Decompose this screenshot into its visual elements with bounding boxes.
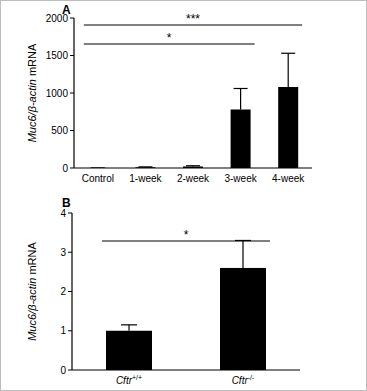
figure: AMuc6/β-actin mRNA0500100015002000Contro… (0, 0, 367, 391)
x-axis (74, 167, 312, 168)
y-tick (68, 252, 72, 253)
x-tick-label: Cftr-/- (232, 374, 255, 386)
y-tick (70, 168, 74, 169)
y-tick-label: 0 (62, 163, 68, 174)
x-tick-label: 1-week (129, 173, 162, 184)
y-tick-label: 3 (60, 247, 66, 258)
y-tick (70, 93, 74, 94)
x-tick-label: Control (82, 173, 114, 184)
y-tick (68, 213, 72, 214)
y-tick (68, 291, 72, 292)
error-bar (234, 89, 248, 110)
x-tick-label: 4-week (272, 173, 305, 184)
bar (88, 167, 108, 168)
bar (106, 331, 152, 370)
y-tick-label: 2 (60, 286, 66, 297)
frame (1, 1, 367, 391)
bars (106, 240, 266, 370)
y-tick (70, 18, 74, 19)
error-bar (186, 165, 200, 167)
y-tick (70, 130, 74, 131)
y-axis-label: Muc6/β-actin mRNA (26, 242, 38, 341)
y-tick-label: 4 (60, 208, 66, 219)
bar (231, 110, 251, 169)
y-tick (68, 330, 72, 331)
bar (220, 268, 266, 370)
y-tick-label: 1 (60, 325, 66, 336)
y-tick-label: 500 (51, 125, 68, 136)
error-bar (138, 166, 152, 167)
error-bar (121, 325, 137, 331)
y-axis-label: Muc6/β-actin mRNA (26, 43, 38, 142)
x-tick-label: 3-week (224, 173, 257, 184)
error-bar (281, 53, 295, 87)
error-bar (91, 167, 105, 168)
significance-label: *** (186, 12, 200, 26)
panel: AMuc6/β-actin mRNA0500100015002000Contro… (26, 3, 312, 184)
y-tick-label: 0 (60, 365, 66, 376)
panel: BMuc6/β-actin mRNA01234Cftr+/+Cftr-/-* (26, 196, 300, 386)
y-tick (70, 55, 74, 56)
significance-label: * (167, 31, 172, 45)
y-tick (68, 370, 72, 371)
significance-label: * (184, 228, 189, 242)
x-tick-label: 2-week (177, 173, 210, 184)
bar (183, 167, 203, 169)
error-bar (235, 240, 251, 267)
bar (135, 167, 155, 168)
y-tick-label: 1000 (46, 88, 69, 99)
bar (278, 87, 298, 168)
y-tick-label: 2000 (46, 13, 69, 24)
bars (88, 53, 298, 168)
x-tick-label: Cftr+/+ (116, 374, 142, 386)
y-tick-label: 1500 (46, 50, 69, 61)
